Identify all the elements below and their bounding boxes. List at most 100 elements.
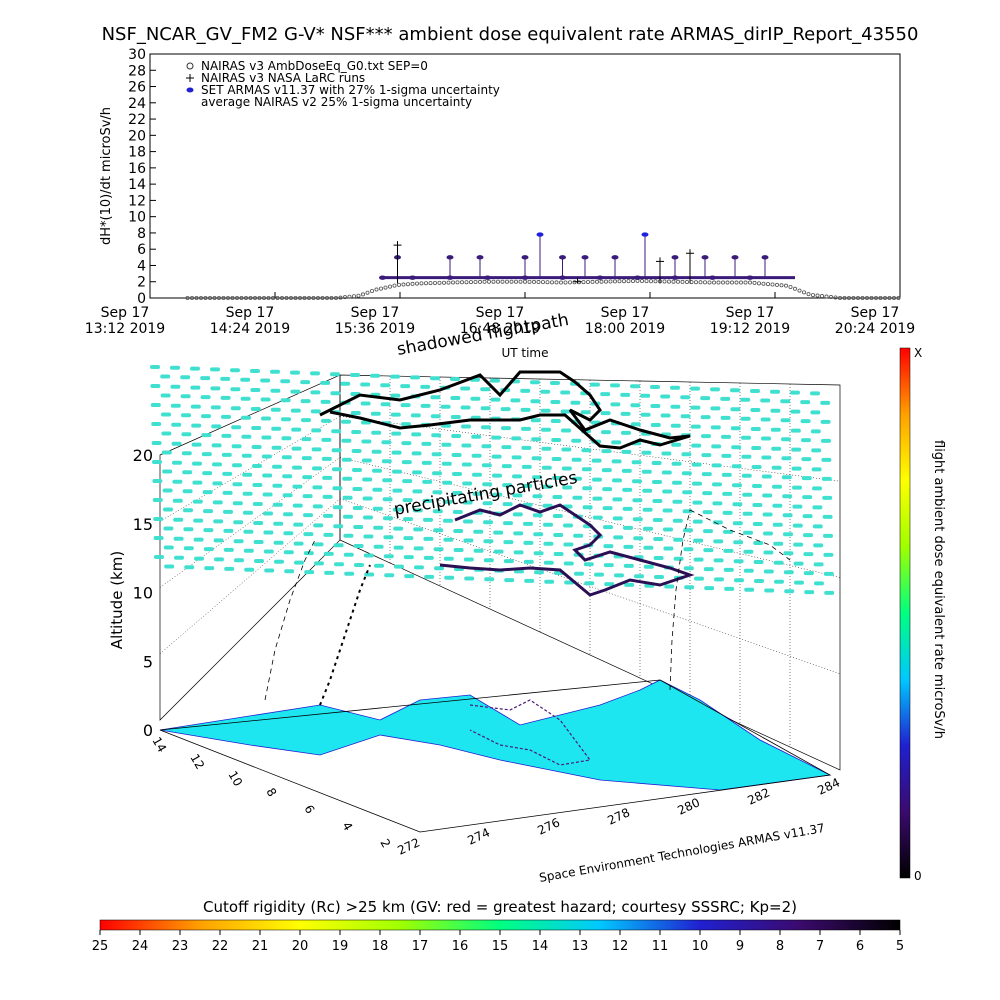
plane-dash: [582, 486, 593, 491]
floor-track-shadow: [469, 699, 592, 766]
y-tick-label: 0: [137, 291, 146, 307]
plane-dash: [434, 566, 444, 571]
nairas-diamond-point: [297, 295, 302, 300]
plane-dash: [783, 551, 794, 556]
plane-dash: [150, 384, 161, 388]
plane-dash: [372, 468, 382, 473]
plane-dash: [824, 590, 835, 595]
nairas-diamond-point: [378, 286, 383, 291]
plane-dash: [803, 552, 814, 557]
plane-dash: [683, 566, 694, 571]
plane-dash: [752, 522, 763, 526]
plane-dash: [180, 394, 191, 399]
nairas-diamond-point: [797, 288, 802, 293]
plane-dash: [692, 481, 702, 486]
plane-dash: [161, 412, 171, 417]
plane-dash: [263, 549, 274, 554]
plane-dash: [790, 409, 801, 414]
nairas-diamond-point: [369, 289, 374, 294]
plane-dash: [521, 426, 531, 431]
plane-dash: [373, 525, 384, 530]
plane-dash: [801, 457, 812, 462]
plane-dash: [741, 454, 752, 459]
nairas-diamond-point: [838, 295, 843, 300]
plane-dash: [623, 563, 634, 568]
x3d-tick-label: 272: [395, 835, 422, 857]
plane-dash: [213, 538, 224, 543]
plane-dash: [531, 456, 542, 461]
plane-dash: [793, 561, 804, 566]
plane-dash: [812, 524, 823, 529]
plane-dash: [701, 453, 712, 458]
plane-dash: [463, 519, 473, 524]
plane-dash: [712, 482, 722, 487]
plane-dash: [232, 501, 243, 506]
plane-dash: [374, 563, 384, 568]
nairas-diamond-point: [743, 280, 748, 285]
plane-dash: [312, 466, 322, 471]
plane-dash: [550, 400, 561, 404]
plane-dash: [442, 499, 453, 504]
plane-dash: [321, 418, 331, 423]
plane-dash: [780, 399, 791, 404]
plane-dash: [634, 574, 644, 579]
plane-dash: [473, 529, 484, 534]
plane-dash: [213, 519, 224, 524]
plane-dash: [821, 457, 832, 462]
bottom-colorbar-tick-label: 15: [492, 939, 509, 954]
plane-dash: [271, 426, 282, 431]
plane-dash: [421, 460, 432, 465]
nairas-diamond-point: [338, 295, 343, 300]
plane-dash: [751, 465, 762, 469]
plane-dash: [612, 478, 622, 483]
plane-dash: [764, 588, 775, 593]
plane-dash: [362, 477, 373, 482]
plane-dash: [503, 559, 514, 564]
armas-point: [476, 255, 484, 260]
plane-dash: [230, 368, 240, 373]
armas-point: [581, 255, 589, 260]
3d-y-axis: 14 12 10 8 6 4 2: [149, 735, 393, 851]
plane-dash: [181, 413, 191, 418]
plane-dash: [773, 560, 784, 565]
plane-dash: [221, 433, 232, 438]
plane-dash: [653, 556, 664, 560]
plane-dash: [353, 525, 364, 529]
plane-dash: [744, 587, 755, 592]
z-tick-label: 15: [133, 515, 153, 534]
y-tick-label: 20: [128, 128, 146, 144]
plane-dash: [521, 445, 532, 450]
nairas-diamond-point: [793, 286, 798, 291]
plane-dash: [364, 572, 375, 577]
nairas-diamond-point: [342, 295, 347, 300]
nairas-diamond-point: [680, 279, 685, 284]
plane-dash: [201, 433, 212, 438]
plane-dash: [333, 524, 344, 529]
plane-dash: [590, 382, 600, 387]
plane-dash: [723, 567, 734, 572]
nairas-diamond-point: [865, 295, 870, 300]
plane-dash: [581, 467, 592, 472]
armas-point: [611, 255, 619, 260]
plane-dash: [702, 510, 713, 515]
plane-dash: [603, 544, 614, 549]
plane-dash: [772, 484, 782, 489]
x-tick-date: Sep 17: [351, 305, 400, 321]
plane-dash: [323, 532, 334, 537]
plane-dash: [370, 373, 380, 378]
nairas-diamond-point: [725, 280, 730, 285]
plane-dash: [464, 576, 475, 581]
nairas-diamond-point: [626, 279, 631, 284]
nairas-diamond-point: [491, 279, 496, 284]
plane-dash: [181, 451, 192, 456]
right-colorbar: [899, 347, 911, 879]
plane-dash: [380, 383, 391, 388]
plane-dash: [242, 472, 253, 477]
plane-dash: [793, 542, 804, 547]
plane-dash: [724, 586, 735, 591]
nairas-diamond-point: [752, 280, 757, 285]
plane-dash: [151, 422, 162, 426]
plane-dash: [761, 474, 772, 479]
plane-dash: [160, 374, 171, 379]
nairas-diamond-point: [550, 280, 555, 285]
